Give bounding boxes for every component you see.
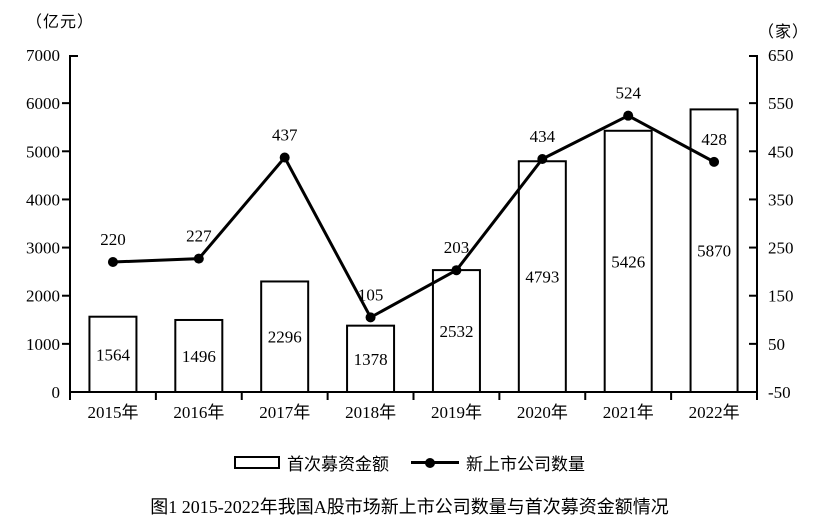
x-axis-label: 2022年 — [689, 403, 740, 422]
x-axis-label: 2017年 — [259, 403, 310, 422]
line-value-label: 220 — [100, 230, 126, 249]
bar-value-label: 2532 — [439, 322, 473, 341]
bar — [88, 315, 138, 393]
line-value-label: 434 — [530, 127, 556, 146]
line-value-label: 437 — [272, 126, 298, 145]
line-point — [623, 110, 634, 121]
left-axis-unit-label: （亿元） — [26, 14, 95, 31]
line-point — [279, 152, 290, 163]
line-swatch-icon — [411, 457, 459, 468]
right-axis-tick-label: 150 — [768, 287, 794, 306]
left-axis-tick-label: 1000 — [26, 335, 60, 354]
right-axis-tick-label: 50 — [768, 335, 785, 354]
line-point — [709, 156, 720, 167]
left-axis-tick-label: 6000 — [26, 94, 60, 113]
figure-caption: 图1 2015-2022年我国A股市场新上市公司数量与首次募资金额情况 — [150, 497, 669, 517]
bar-value-label: 4793 — [525, 268, 559, 287]
line-series — [112, 113, 715, 320]
x-axis-label: 2019年 — [431, 403, 482, 422]
bar-value-label: 1378 — [354, 350, 388, 369]
x-axis-label: 2015年 — [87, 403, 138, 422]
left-axis-tick-label: 4000 — [26, 190, 60, 209]
line-value-label: 203 — [444, 238, 470, 257]
line-value-label: 428 — [701, 130, 727, 149]
right-axis-tick-label: -50 — [768, 383, 791, 402]
bar — [174, 318, 224, 393]
bar — [346, 324, 396, 394]
bar-value-label: 1496 — [182, 347, 216, 366]
legend-item-line-series: 新上市公司数量 — [411, 450, 585, 475]
bar — [260, 280, 310, 393]
right-axis-tick-label: 450 — [768, 142, 794, 161]
x-axis-label: 2018年 — [345, 403, 396, 422]
right-axis-unit-label: （家） — [758, 24, 810, 41]
line-value-label: 227 — [186, 227, 212, 246]
right-axis-tick-label: 650 — [768, 46, 794, 65]
line-point — [107, 257, 118, 268]
left-axis-tick-label: 2000 — [26, 287, 60, 306]
bar-value-label: 2296 — [268, 328, 302, 347]
x-axis-label: 2020年 — [517, 403, 568, 422]
line-value-label: 105 — [358, 285, 384, 304]
line-point — [451, 265, 462, 276]
left-axis-tick-label: 0 — [52, 383, 61, 402]
legend-item-bar-series: 首次募资金额 — [234, 450, 389, 475]
x-axis-label: 2016年 — [173, 403, 224, 422]
bar-swatch-icon — [234, 456, 280, 469]
legend-label-bar-series: 首次募资金额 — [287, 455, 389, 474]
bar-value-label: 5870 — [697, 242, 731, 261]
x-axis-label: 2021年 — [603, 403, 654, 422]
chart-canvas: 0 1000 2000 3000 4000 5000 6000 7000 -50 50 150 250… — [26, 46, 794, 422]
line-point — [537, 153, 548, 164]
right-axis-tick-label: 350 — [768, 190, 794, 209]
left-axis-tick-label: 7000 — [26, 46, 60, 65]
bar-value-label: 1564 — [96, 345, 131, 364]
left-axis-tick-label: 5000 — [26, 142, 60, 161]
line-value-label: 524 — [615, 84, 641, 103]
right-axis-tick-label: 550 — [768, 94, 794, 113]
right-axis-tick-label: 250 — [768, 239, 794, 258]
line-point — [365, 312, 376, 323]
legend-label-line-series: 新上市公司数量 — [466, 455, 585, 474]
bar-value-label: 5426 — [611, 252, 645, 271]
line-marker-icon — [425, 457, 435, 468]
chart-legend: 首次募资金额 新上市公司数量 — [0, 450, 819, 475]
left-axis-tick-label: 3000 — [26, 239, 60, 258]
line-point — [193, 253, 204, 264]
